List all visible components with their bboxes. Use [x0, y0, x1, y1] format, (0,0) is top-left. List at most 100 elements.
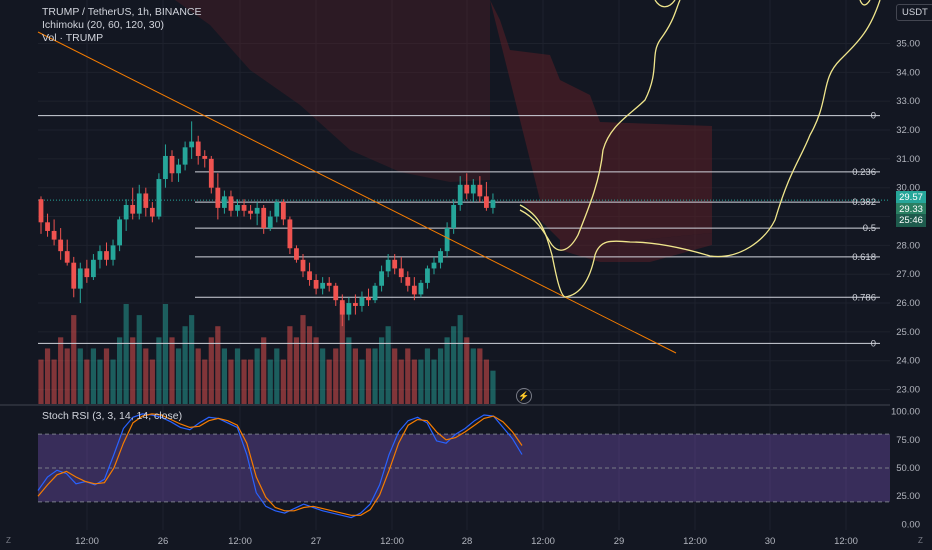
volume-bar	[359, 359, 365, 404]
candle-body	[267, 216, 273, 229]
volume-bar	[51, 359, 57, 404]
candle-body	[451, 205, 457, 229]
volume-bar	[90, 348, 96, 404]
axes: 23.0024.0025.0026.0027.0028.0029.0030.00…	[75, 38, 920, 547]
volume-bar	[58, 337, 64, 404]
ichimoku-legend[interactable]: Ichimoku (20, 60, 120, 30)	[42, 19, 164, 31]
volume-bar	[398, 359, 404, 404]
candle-body	[110, 245, 116, 260]
volume-bar	[490, 370, 496, 404]
candle-body	[241, 205, 247, 211]
candle-body	[464, 184, 470, 194]
volume-bar	[444, 337, 450, 404]
time-axis-label: 30	[765, 536, 776, 547]
candle-body	[84, 268, 90, 278]
candle-body	[182, 147, 188, 165]
volume-bar	[333, 348, 339, 404]
volume-bar	[44, 348, 51, 404]
last-price-tag: 29.57	[896, 191, 926, 204]
price-axis-label: 24.00	[896, 356, 920, 367]
zoom-icon-right[interactable]: Z	[918, 536, 923, 545]
symbol-title[interactable]: TRUMP / TetherUS, 1h, BINANCE	[42, 6, 202, 18]
time-axis-label: 12:00	[380, 536, 404, 547]
trendline[interactable]	[37, 31, 677, 354]
rsi-axis-label: 0.00	[902, 519, 921, 530]
candle-body	[71, 262, 77, 289]
projection-path-tail2	[654, 0, 676, 8]
volume-legend[interactable]: Vol · TRUMP	[42, 32, 104, 44]
volume-bar	[248, 359, 254, 404]
stoch-rsi-line	[37, 413, 523, 519]
volume-bar	[202, 359, 208, 404]
candle-body	[320, 282, 326, 289]
candle-body	[353, 303, 358, 306]
volume-bar	[71, 315, 77, 404]
candle-body	[438, 251, 443, 263]
candle-body	[372, 285, 378, 301]
volume-bar	[38, 359, 44, 404]
projection-paths[interactable]	[519, 0, 881, 298]
candle-body	[97, 251, 103, 260]
volume-bar	[372, 348, 378, 404]
volume-bar	[418, 359, 424, 404]
volume-bar	[437, 348, 444, 404]
price-axis-label: 23.00	[896, 385, 920, 396]
volume-bar	[261, 337, 267, 404]
volume-bar	[470, 348, 476, 404]
volume-bar	[457, 315, 463, 404]
candle-body	[123, 205, 129, 220]
candle-body	[366, 297, 371, 301]
time-axis-label: 12:00	[75, 536, 99, 547]
candle-body	[294, 248, 299, 260]
cloud-lower	[560, 233, 712, 262]
candle-body	[91, 259, 96, 278]
volume-bar	[221, 348, 227, 404]
fib-level-label: 0	[871, 338, 876, 349]
volume-bar	[326, 359, 332, 404]
rsi-axis-label: 100.00	[891, 407, 920, 418]
volume-bar	[313, 337, 319, 404]
time-axis-label: 12:00	[531, 536, 555, 547]
volume-bar	[320, 348, 326, 404]
candle-body	[313, 279, 319, 289]
volume-bar	[241, 359, 247, 404]
candle-body	[228, 196, 234, 211]
candle-body	[490, 200, 496, 208]
candle-body	[280, 202, 286, 220]
candle-body	[195, 141, 201, 156]
time-axis-label: 27	[311, 536, 322, 547]
candle-body	[136, 193, 142, 214]
stoch-rsi-legend[interactable]: Stoch RSI (3, 3, 14, 14, close)	[42, 410, 183, 422]
volume-bar	[431, 359, 437, 404]
candle-body	[333, 285, 339, 301]
candle-body	[156, 179, 162, 217]
candle-body	[130, 205, 136, 214]
volume-bar	[411, 359, 417, 404]
zoom-icon[interactable]: Z	[6, 536, 11, 545]
currency-button[interactable]: USDT	[896, 4, 932, 21]
volume-bar	[385, 326, 391, 404]
volume-bar	[130, 337, 136, 404]
volume-bar	[84, 359, 90, 404]
candle-body	[176, 164, 181, 174]
stoch-rsi-pane	[37, 413, 890, 519]
candle-body	[326, 282, 332, 286]
time-axis-label: 12:00	[683, 536, 707, 547]
volume-bar	[274, 348, 280, 404]
candle-body	[339, 300, 345, 315]
fibonacci-retracement[interactable]: 0 0.236 0.382 0.5 0.618 0.786 0	[38, 111, 890, 350]
candle-body	[385, 259, 391, 272]
fib-level-label: 0.236	[852, 167, 876, 178]
volume-bar	[123, 304, 129, 404]
volume-bar	[365, 348, 372, 404]
volume-bar	[195, 348, 201, 404]
candle-body	[470, 184, 476, 194]
candle-body	[51, 230, 57, 240]
lightning-icon[interactable]: ⚡	[516, 388, 532, 404]
candle-body	[418, 282, 424, 295]
price-axis-label: 27.00	[896, 269, 920, 280]
candle-body	[64, 251, 70, 263]
volume-bar	[280, 359, 286, 404]
projection-path-upper	[519, 0, 681, 251]
